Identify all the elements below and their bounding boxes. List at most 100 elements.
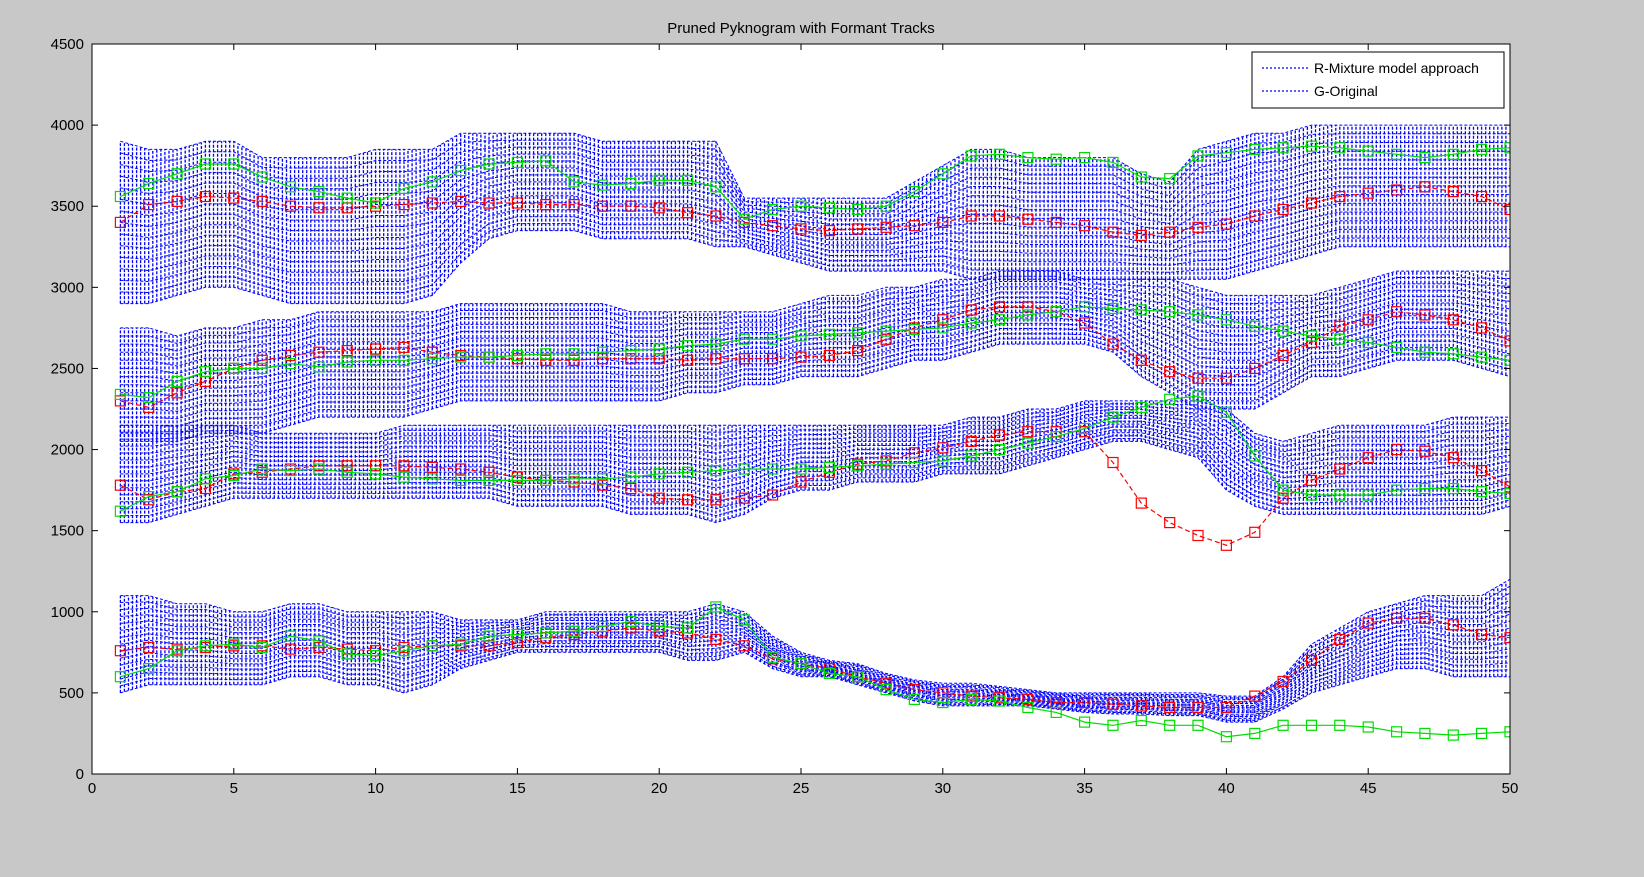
track-point: [965, 450, 977, 462]
track-point: [937, 322, 949, 334]
track-point: [1022, 426, 1034, 438]
track-point: [738, 640, 750, 652]
track-point: [625, 622, 637, 634]
band-contour: [120, 133, 1510, 204]
y-tick-label: 2000: [51, 442, 84, 459]
track-point: [1419, 181, 1431, 193]
track-point: [370, 343, 382, 355]
y-tick-label: 0: [76, 766, 84, 783]
track-point: [625, 353, 637, 365]
track-point: [426, 473, 438, 485]
track-point: [710, 633, 722, 646]
track-point: [114, 505, 127, 517]
track-point: [1305, 336, 1318, 349]
track-point: [1078, 422, 1091, 435]
x-tick-label: 20: [651, 780, 668, 797]
track-point: [1078, 301, 1091, 313]
band-contour: [120, 409, 1510, 458]
track-point: [568, 354, 580, 366]
track-point: [370, 468, 382, 480]
track-point: [1107, 338, 1119, 350]
x-tick-label: 40: [1218, 780, 1235, 797]
track-point: [1164, 516, 1176, 529]
track-point: [1277, 203, 1289, 216]
track-point: [1135, 304, 1147, 316]
track-point: [426, 353, 438, 365]
formant-tracks: [114, 140, 1510, 743]
track-point: [937, 696, 949, 709]
track-point: [199, 366, 211, 378]
track-point: [681, 207, 694, 219]
x-tick-label: 50: [1502, 780, 1519, 797]
track-point: [284, 181, 297, 193]
track-point: [1135, 229, 1147, 241]
band-contour: [120, 651, 1510, 723]
track-point: [681, 494, 694, 506]
track-point: [1390, 726, 1403, 738]
track-point: [1135, 354, 1147, 366]
track-point: [313, 463, 325, 475]
band-contour: [120, 440, 1510, 524]
track-point: [284, 349, 297, 362]
track-point: [681, 174, 694, 186]
track-point: [455, 164, 467, 177]
track-point: [596, 479, 609, 491]
track-point: [370, 649, 382, 662]
track-point: [993, 444, 1006, 456]
track-point: [681, 354, 694, 366]
track-point: [823, 328, 836, 340]
track-point: [1164, 173, 1176, 185]
track-point: [568, 473, 580, 485]
track-point: [880, 677, 892, 689]
track-point: [1447, 186, 1459, 198]
track-point: [114, 671, 127, 683]
track-point: [1475, 628, 1488, 641]
track-point: [738, 333, 750, 345]
track-point: [653, 492, 665, 504]
track-point: [1107, 226, 1119, 238]
band-contour: [120, 124, 1510, 199]
track-point: [1078, 716, 1091, 728]
track-point: [596, 473, 609, 485]
track-point: [993, 148, 1006, 160]
track-point: [993, 695, 1006, 707]
track-point: [568, 348, 580, 360]
track-point: [625, 177, 637, 190]
track-point: [795, 330, 807, 342]
track-point: [540, 199, 552, 211]
track-point: [171, 486, 183, 498]
band-contour: [120, 414, 1510, 469]
track-point: [313, 202, 325, 214]
track-point: [171, 375, 183, 387]
track-point: [795, 200, 807, 212]
track-point: [937, 168, 949, 180]
track-point: [228, 158, 240, 170]
track-point: [1277, 349, 1289, 362]
track-point: [738, 614, 750, 626]
track-point: [228, 469, 240, 482]
track-point: [426, 640, 438, 652]
band-contour: [120, 627, 1510, 710]
track-point: [1334, 320, 1346, 332]
track-point: [341, 345, 353, 357]
track-point: [1362, 145, 1374, 157]
track-point: [937, 314, 949, 326]
track-point: [256, 171, 268, 183]
track-point: [540, 155, 552, 167]
track-point: [1334, 463, 1346, 475]
track-point: [766, 203, 779, 216]
track-point: [1107, 302, 1119, 314]
track-point: [1362, 452, 1374, 464]
track-point: [143, 199, 155, 211]
track-point: [398, 471, 410, 483]
track-point: [1164, 393, 1176, 405]
track-point: [965, 435, 977, 447]
x-tick-label: 10: [367, 780, 384, 797]
track-point: [199, 640, 211, 652]
track-point: [710, 353, 722, 365]
track-point: [143, 641, 155, 654]
track-point: [426, 197, 438, 209]
track-point: [908, 323, 921, 336]
track-point: [596, 620, 609, 633]
pyknogram-bands: [119, 124, 1510, 723]
